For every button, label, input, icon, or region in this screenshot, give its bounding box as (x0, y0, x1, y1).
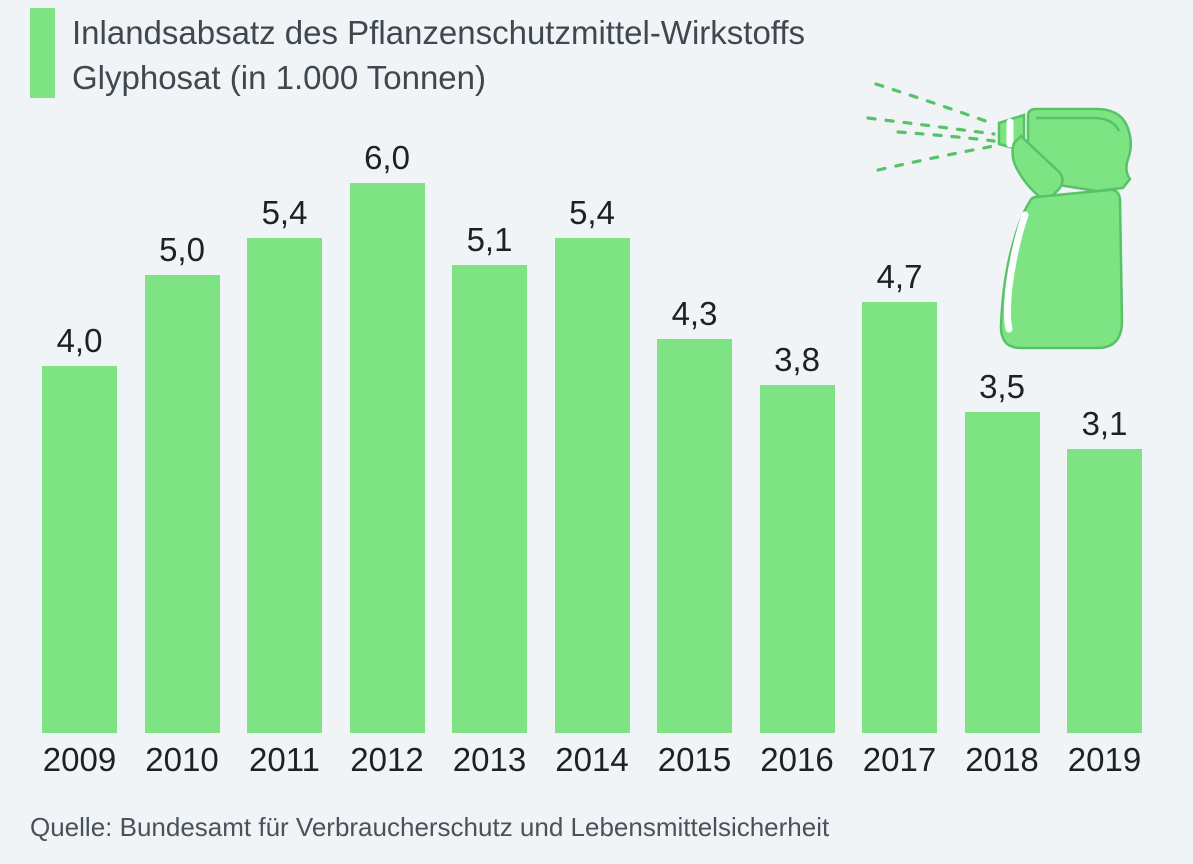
bar-value-label: 3,5 (979, 368, 1025, 405)
bar-group: 3,8 2016 (759, 341, 835, 779)
x-axis-label: 2010 (145, 741, 219, 778)
bar-value-label: 5,0 (159, 231, 205, 268)
bar-group: 6,0 2012 (349, 139, 425, 779)
bar-group: 5,4 2014 (554, 194, 630, 779)
bar-group: 4,3 2015 (657, 296, 732, 779)
bar-group: 5,0 2010 (144, 231, 220, 779)
x-axis-label: 2009 (42, 741, 117, 778)
chart-title: Inlandsabsatz des Pflanzenschutzmittel-W… (72, 8, 805, 100)
title-accent-bar (30, 8, 55, 98)
bar-2013 (452, 265, 527, 733)
bar-2010 (144, 275, 220, 733)
bar-chart: 4,0 2009 5,0 2010 5,4 2011 6,0 2012 5,1 2013 5,4 20… (42, 140, 1142, 779)
bar-2016 (759, 385, 835, 733)
bar-value-label: 6,0 (364, 139, 410, 176)
chart-title-line2: Glyphosat (in 1.000 Tonnen) (72, 59, 486, 96)
x-axis-label: 2012 (350, 741, 424, 778)
bar-value-label: 3,1 (1081, 405, 1128, 442)
bar-2015 (657, 339, 732, 733)
bar-group: 5,4 2011 (247, 195, 322, 779)
bar-value-label: 4,0 (56, 322, 103, 359)
x-axis-label: 2014 (555, 741, 629, 778)
bar-group: 3,1 2019 (1067, 406, 1142, 779)
bar-group: 4,0 2009 (42, 323, 117, 779)
bar-2009 (42, 366, 117, 733)
bar-2017 (862, 302, 937, 733)
x-axis-label: 2016 (760, 741, 834, 778)
bar-value-label: 3,8 (774, 341, 820, 378)
x-axis-label: 2017 (862, 741, 937, 778)
bar-2014 (554, 238, 630, 733)
bar-group: 4,7 2017 (862, 259, 937, 779)
bar-value-label: 4,7 (876, 258, 923, 295)
bar-value-label: 5,1 (466, 221, 513, 258)
bar-2018 (964, 412, 1040, 733)
bar-value-label: 5,4 (569, 194, 615, 231)
chart-title-line1: Inlandsabsatz des Pflanzenschutzmittel-W… (72, 14, 806, 51)
bar-2011 (247, 238, 322, 733)
spray-bottle-icon (866, 82, 1132, 350)
x-axis-label: 2019 (1067, 741, 1142, 778)
x-axis-label: 2011 (249, 741, 320, 778)
chart-header: Inlandsabsatz des Pflanzenschutzmittel-W… (30, 8, 805, 100)
spray-dashes-icon (874, 82, 996, 126)
bar-value-label: 4,3 (671, 295, 718, 332)
x-axis-label: 2015 (657, 741, 732, 778)
source-caption: Quelle: Bundesamt für Verbraucherschutz … (30, 812, 830, 842)
bar-group: 3,5 2018 (964, 368, 1040, 779)
bar-2019 (1067, 449, 1142, 733)
bar-value-label: 5,4 (261, 194, 308, 231)
x-axis-label: 2013 (452, 741, 527, 778)
x-axis-label: 2018 (965, 741, 1039, 778)
bar-2012 (349, 183, 425, 733)
bar-group: 5,1 2013 (452, 222, 527, 779)
